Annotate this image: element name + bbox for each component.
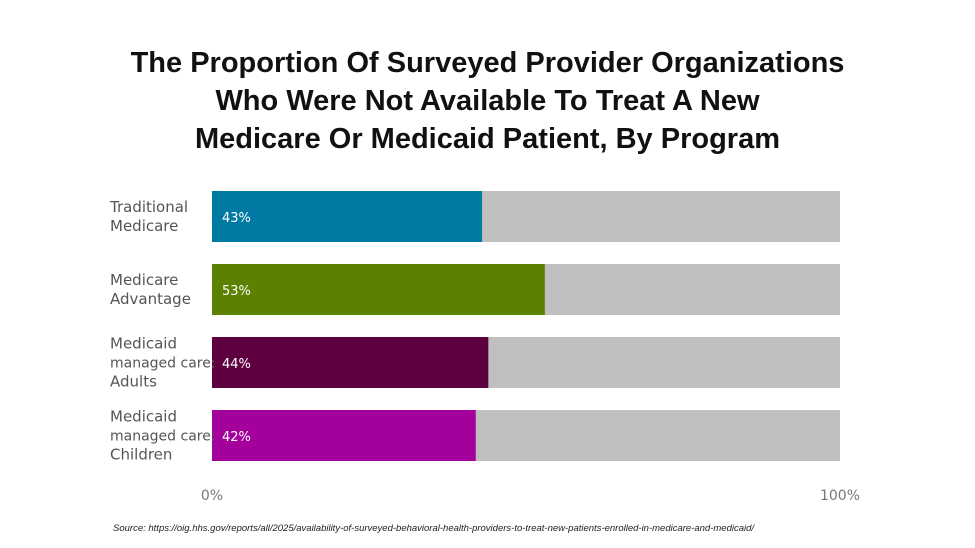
category-label-3-line-2: Children [110,446,172,464]
category-label-0: Traditional Medicare [109,198,188,235]
x-tick-label-0: 0% [201,488,223,504]
category-label-2: Medicaid managed care: Adults [110,335,216,391]
category-label-3: Medicaid managed care: Children [110,408,216,464]
category-label-2-line-0: Medicaid [110,335,177,353]
bar-value-label-2: 44% [222,357,251,372]
x-tick-label-1: 100% [820,488,860,504]
bar-1 [212,264,545,315]
category-label-3-line-1: managed care: [110,429,216,445]
category-label-2-line-2: Adults [110,373,157,391]
category-label-2-line-1: managed care: [110,356,216,372]
bar-value-label-3: 42% [222,430,251,445]
bar-0 [212,191,483,242]
chart-title: The Proportion Of Surveyed Provider Orga… [0,44,975,158]
chart-title-line-3: Medicare Or Medicaid Patient, By Program [194,123,780,155]
category-label-1-line-1: Advantage [110,290,191,308]
bar-3 [212,410,476,461]
category-label-0-line-0: Traditional [109,198,188,216]
bar-value-label-0: 43% [222,211,251,226]
source-citation: Source: https://oig.hhs.gov/reports/all/… [113,523,755,534]
category-label-3-line-0: Medicaid [110,408,177,426]
category-label-1: Medicare Advantage [110,271,191,308]
category-label-1-line-0: Medicare [110,271,178,289]
chart-title-line-2: Who Were Not Available To Treat A New [215,85,760,117]
chart-title-line-1: The Proportion Of Surveyed Provider Orga… [130,47,845,79]
category-label-0-line-1: Medicare [110,217,178,235]
bar-2 [212,337,489,388]
bar-value-label-1: 53% [222,284,251,299]
